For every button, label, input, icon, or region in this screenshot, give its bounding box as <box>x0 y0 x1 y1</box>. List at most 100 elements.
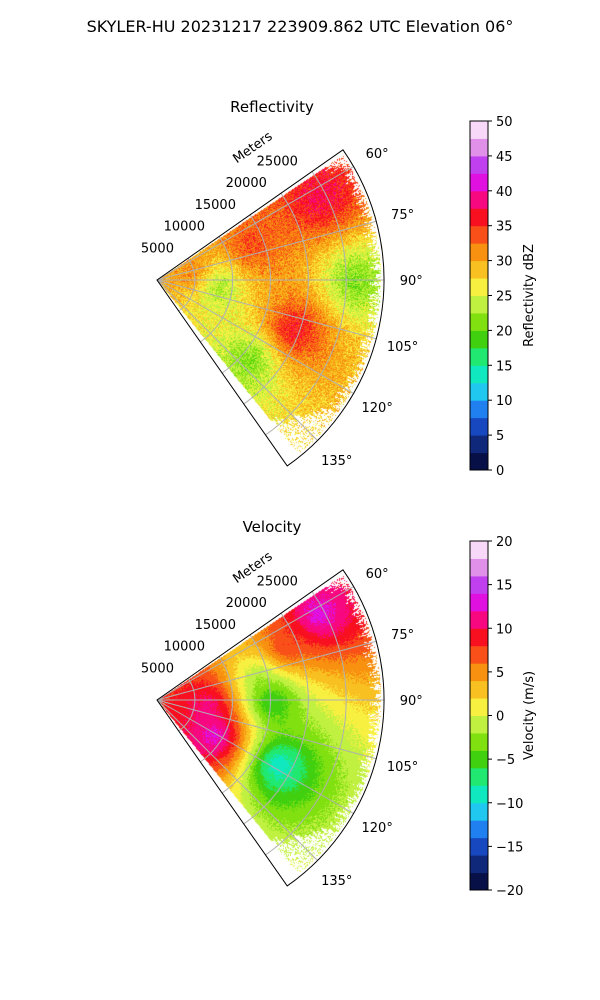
radial-tick-label: 10000 <box>164 220 205 235</box>
colorbar-segment <box>470 190 488 209</box>
radial-gridline <box>221 214 271 374</box>
colorbar-label: Velocity (m/s) <box>522 671 537 760</box>
colorbar-segment <box>470 558 488 577</box>
angle-tick-label: 90° <box>400 274 423 289</box>
colorbar-tick-label: −15 <box>496 840 523 855</box>
colorbar-segment <box>470 575 488 594</box>
angle-tick-label: 60° <box>366 567 389 582</box>
angle-tick-label: 60° <box>366 147 389 162</box>
colorbar-segment <box>470 278 488 296</box>
colorbar-segment <box>470 155 488 174</box>
angle-tick-label: 90° <box>400 694 423 709</box>
radial-gridline <box>200 656 234 763</box>
colorbar-segment <box>470 837 488 856</box>
colorbar-segment <box>470 260 488 279</box>
radial-tick-label: 25000 <box>257 154 298 169</box>
colorbar-segment <box>470 663 488 682</box>
colorbar-segment <box>470 698 488 716</box>
colorbar-segment <box>470 347 488 366</box>
radial-tick-label: 20000 <box>226 176 267 191</box>
colorbar-segment <box>470 610 488 629</box>
angle-tick-label: 105° <box>387 340 418 355</box>
colorbar-tick-label: 5 <box>496 429 504 444</box>
colorbar-segment <box>470 541 488 559</box>
colorbar-tick-label: 10 <box>496 622 513 637</box>
colorbar-segment <box>470 138 488 157</box>
colorbar-tick-label: 45 <box>496 150 513 165</box>
colorbar-segment <box>470 121 488 139</box>
colorbar-segment <box>470 382 488 401</box>
colorbar-segment <box>470 312 488 331</box>
radial-gridline <box>265 591 347 856</box>
colorbar-label: Reflectivity dBZ <box>522 244 537 347</box>
colorbar-segment <box>470 452 488 471</box>
radial-tick-label: 10000 <box>164 640 205 655</box>
colorbar-segment <box>470 767 488 786</box>
colorbar-segment <box>470 365 488 384</box>
radial-tick-label: 15000 <box>195 198 236 213</box>
colorbar-tick-label: 0 <box>496 464 504 479</box>
radial-tick-label: 5000 <box>141 241 174 256</box>
radial-gridline <box>200 236 234 343</box>
radial-tick-label: 15000 <box>195 618 236 633</box>
radial-tick-label: 5000 <box>141 661 174 676</box>
colorbar-tick-label: 15 <box>496 579 513 594</box>
figure-title: SKYLER-HU 20231217 223909.862 UTC Elevat… <box>87 17 514 36</box>
colorbar-tick-label: 0 <box>496 710 504 725</box>
angular-gridline <box>156 279 377 340</box>
colorbar-tick-label: −20 <box>496 884 523 899</box>
colorbar-segment <box>470 785 488 804</box>
angle-tick-label: 120° <box>362 821 393 836</box>
colorbar-tick-label: 50 <box>496 115 513 130</box>
colorbar-segment <box>470 208 488 227</box>
colorbar-tick-label: 25 <box>496 290 513 305</box>
colorbar-tick-label: 35 <box>496 220 513 235</box>
colorbar-segment <box>470 715 488 734</box>
angular-gridline <box>156 166 354 281</box>
angular-gridline <box>156 699 318 861</box>
angle-tick-label: 105° <box>387 760 418 775</box>
radial-tick-label: 25000 <box>257 574 298 589</box>
colorbar-tick-label: 40 <box>496 185 513 200</box>
angular-gridline <box>156 640 377 701</box>
radial-gridline <box>265 171 347 436</box>
colorbar-segment <box>470 820 488 839</box>
angle-tick-label: 135° <box>321 454 352 469</box>
colorbar-segment <box>470 435 488 454</box>
colorbar-segment <box>470 330 488 349</box>
angular-gridline <box>156 279 354 394</box>
colorbar-segment <box>470 295 488 314</box>
radial-gridline <box>221 634 271 794</box>
colorbar-tick-label: 20 <box>496 535 513 550</box>
angular-gridline <box>156 699 377 760</box>
colorbar-tick-label: 20 <box>496 324 513 339</box>
colorbar-segment <box>470 750 488 769</box>
colorbar-segment <box>470 802 488 821</box>
angular-gridline <box>156 279 318 441</box>
angular-gridline <box>156 586 354 701</box>
angle-tick-label: 120° <box>362 401 393 416</box>
sector-frame <box>156 569 385 887</box>
colorbar-segment <box>470 855 488 874</box>
angular-gridline <box>156 699 354 814</box>
colorbar-segment <box>470 645 488 664</box>
colorbar-segment <box>470 400 488 419</box>
radial-gridline <box>243 192 309 405</box>
colorbar-segment <box>470 243 488 262</box>
colorbar-segment <box>470 872 488 891</box>
colorbar-tick-label: 30 <box>496 255 513 270</box>
colorbar-segment <box>470 628 488 647</box>
radial-gridline <box>243 612 309 825</box>
angle-tick-label: 75° <box>391 208 414 223</box>
colorbar-segment <box>470 417 488 436</box>
colorbar-segment <box>470 593 488 612</box>
colorbar-tick-label: −5 <box>496 753 515 768</box>
colorbar-tick-label: −10 <box>496 797 523 812</box>
colorbar-segment <box>470 732 488 751</box>
colorbar-segment <box>470 225 488 244</box>
colorbar-tick-label: 5 <box>496 666 504 681</box>
velocity-panel: Velocity50001000015000200002500060°75°90… <box>141 469 537 931</box>
colorbar-tick-label: 15 <box>496 359 513 374</box>
reflectivity-panel: Reflectivity50001000015000200002500060°7… <box>141 49 537 511</box>
